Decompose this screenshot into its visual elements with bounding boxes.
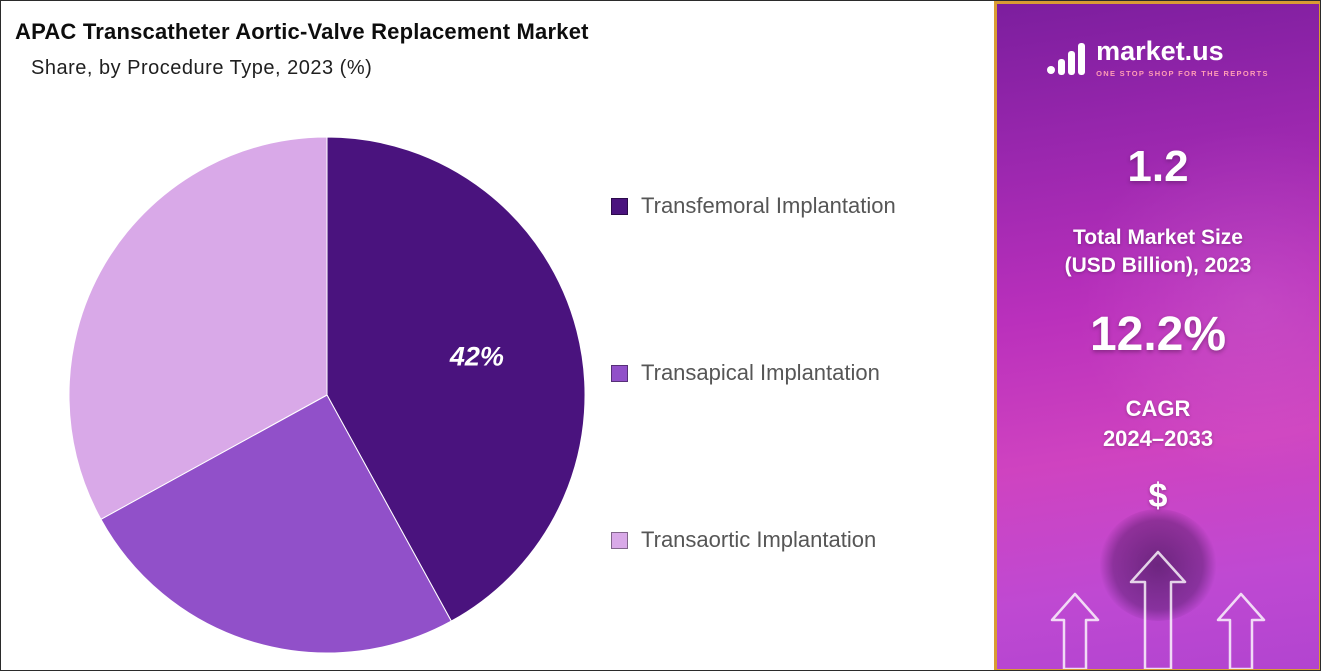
pie-slice-1 — [100, 394, 452, 654]
dollar-icon: $ — [1148, 477, 1168, 515]
market-size-label: Total Market Size (USD Billion), 2023 — [997, 224, 1319, 281]
logo-tagline: ONE STOP SHOP FOR THE REPORTS — [1096, 69, 1269, 78]
brand-logo: market.us ONE STOP SHOP FOR THE REPORTS — [997, 38, 1319, 78]
legend-swatch-icon — [611, 531, 628, 549]
cagr-label-line1: CAGR — [1125, 396, 1191, 421]
legend-item-transaortic: Transaortic Implantation — [611, 527, 896, 553]
legend-item-transfemoral: Transfemoral Implantation — [611, 193, 896, 219]
pie-slice-0 — [326, 136, 586, 622]
growth-arrows-icon — [1050, 550, 1266, 669]
market-us-logo-icon — [1047, 41, 1086, 75]
pie-chart: 42% — [61, 129, 593, 661]
cagr-value: 12.2% — [1089, 308, 1227, 361]
pie-slice-2 — [68, 136, 328, 520]
cagr-label: CAGR 2024–2033 — [997, 394, 1319, 453]
market-size-label-line1: Total Market Size — [1073, 226, 1243, 249]
chart-subtitle: Share, by Procedure Type, 2023 (%) — [31, 57, 373, 79]
legend-item-transapical: Transapical Implantation — [611, 360, 896, 386]
decorative-circle — [1099, 509, 1217, 621]
logo-name: market.us — [1096, 36, 1224, 66]
legend-label: Transapical Implantation — [641, 360, 880, 385]
legend-swatch-icon — [611, 364, 628, 382]
logo-text-block: market.us ONE STOP SHOP FOR THE REPORTS — [1096, 36, 1269, 79]
pie-data-label: 42% — [449, 342, 504, 372]
legend-label: Transaortic Implantation — [641, 527, 877, 552]
pie-chart-svg: 42% — [68, 136, 586, 654]
chart-panel: APAC Transcatheter Aortic-Valve Replacem… — [1, 1, 994, 670]
chart-title: APAC Transcatheter Aortic-Valve Replacem… — [15, 19, 589, 44]
legend-swatch-icon — [611, 197, 628, 215]
market-size-value: 1.2 — [1127, 142, 1189, 191]
market-size-label-line2: (USD Billion), 2023 — [1064, 254, 1252, 278]
legend-label: Transfemoral Implantation — [641, 193, 896, 218]
cagr-label-line2: 2024–2033 — [1102, 425, 1214, 451]
chart-legend: Transfemoral Implantation Transapical Im… — [611, 193, 896, 553]
stats-sidebar: market.us ONE STOP SHOP FOR THE REPORTS … — [994, 1, 1320, 670]
